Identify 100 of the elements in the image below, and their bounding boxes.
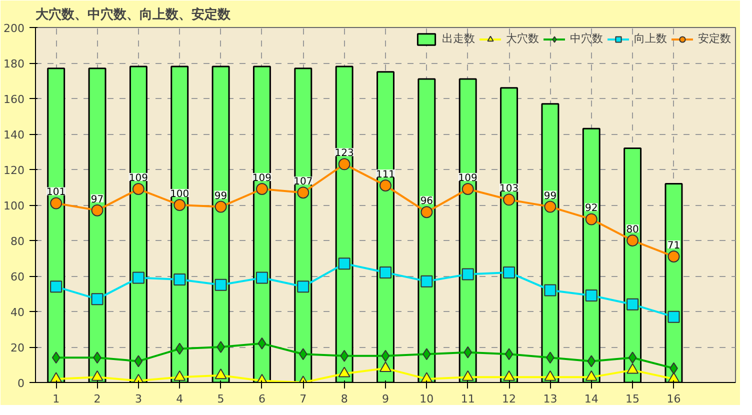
y-tick-label: 160 (4, 93, 25, 106)
x-tick-label: 13 (543, 392, 558, 406)
point (258, 337, 266, 350)
point (338, 258, 350, 270)
y-tick-label: 40 (10, 306, 25, 319)
point (52, 352, 60, 364)
x-tick-label: 1 (52, 392, 60, 406)
point (503, 194, 516, 206)
point (544, 200, 556, 213)
point (50, 280, 62, 293)
point (544, 370, 556, 381)
y-tick-label: 180 (4, 58, 25, 70)
x-tick-label: 4 (176, 392, 184, 406)
data-label: 103 (499, 184, 519, 195)
data-label: 97 (90, 194, 104, 206)
point (587, 355, 596, 368)
data-label: 101 (46, 187, 66, 198)
data-label: 80 (626, 224, 639, 236)
point (132, 183, 144, 196)
chart-title: 大穴数、中穴数、向上数、安定数 (36, 6, 232, 22)
point (420, 275, 433, 288)
y-tick-label: 120 (4, 164, 25, 177)
point (214, 278, 227, 291)
point (585, 213, 598, 226)
x-tick-label: 8 (340, 392, 348, 406)
data-label: 71 (667, 240, 680, 252)
y-tick-label: 200 (4, 22, 25, 35)
point (420, 206, 433, 218)
x-tick-label: 5 (217, 392, 224, 406)
point (668, 250, 680, 262)
point (338, 366, 350, 378)
data-label: 109 (128, 173, 148, 184)
legend-label: 大穴数 (506, 31, 539, 46)
x-tick-label: 11 (460, 392, 475, 406)
point (503, 266, 516, 278)
point (91, 293, 104, 306)
data-label: 100 (170, 189, 190, 200)
data-label: 109 (458, 173, 478, 184)
point (256, 183, 268, 196)
point (504, 348, 514, 360)
x-tick-label: 6 (258, 392, 266, 406)
point (381, 350, 390, 362)
point (462, 268, 474, 280)
point (297, 280, 310, 293)
point (338, 158, 350, 170)
point (585, 290, 598, 302)
point (380, 179, 392, 192)
point (256, 272, 268, 284)
x-tick-label: 9 (382, 392, 389, 406)
point (298, 348, 308, 360)
y-tick-label: 20 (10, 342, 25, 354)
point (174, 370, 186, 381)
data-label: 92 (585, 203, 598, 214)
point (174, 199, 186, 211)
y-tick-label: 0 (18, 377, 24, 390)
point (132, 272, 144, 284)
point (297, 186, 310, 199)
y-tick-label: 100 (4, 200, 25, 212)
data-label: 96 (420, 196, 434, 208)
point (91, 204, 104, 216)
point (585, 370, 598, 381)
y-tick-label: 140 (4, 128, 25, 142)
x-tick-label: 3 (134, 392, 142, 406)
point (626, 234, 639, 246)
point (668, 310, 680, 323)
x-tick-label: 16 (666, 392, 681, 406)
point (175, 342, 184, 355)
point (628, 352, 637, 364)
point (626, 298, 639, 310)
point (214, 200, 227, 213)
y-tick-label: 60 (10, 270, 25, 284)
point (174, 274, 186, 286)
y-tick-label: 80 (10, 235, 25, 248)
point (503, 370, 516, 381)
point (462, 183, 474, 196)
legend-label: 安定数 (698, 31, 731, 46)
x-tick-label: 7 (300, 392, 307, 406)
data-label: 111 (376, 169, 396, 180)
legend-label: 出走数 (442, 31, 475, 46)
point (134, 355, 143, 368)
legend-label: 向上数 (634, 31, 667, 46)
point (462, 370, 474, 381)
x-tick-label: 15 (626, 392, 640, 406)
x-tick-label: 2 (94, 392, 101, 406)
point (464, 346, 472, 358)
point (380, 361, 392, 372)
data-label: 99 (214, 190, 228, 202)
data-label: 107 (294, 176, 313, 188)
data-label: 123 (334, 148, 354, 160)
data-label: 99 (544, 190, 557, 202)
point (626, 363, 639, 374)
point (50, 197, 62, 210)
data-label: 109 (252, 173, 272, 184)
point (544, 284, 556, 296)
x-tick-label: 12 (502, 392, 516, 406)
point (214, 368, 227, 380)
point (91, 370, 104, 381)
point (216, 341, 225, 353)
point (380, 266, 392, 278)
x-tick-label: 10 (420, 392, 434, 406)
